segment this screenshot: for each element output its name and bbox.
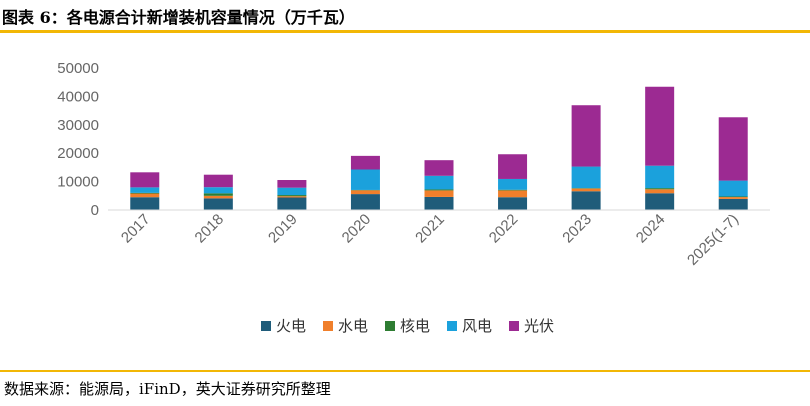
bar-segment (571, 191, 601, 210)
bar-segment (277, 180, 307, 188)
footer-rule (0, 370, 810, 372)
bar-segment (130, 193, 160, 198)
legend-swatch (447, 321, 457, 331)
legend-label: 水电 (338, 317, 368, 335)
legend-swatch (323, 321, 333, 331)
bar-segment (277, 187, 307, 196)
title-underline (0, 30, 810, 33)
legend: 火电 水电 核电 风电 光伏 (261, 317, 554, 335)
bar-segment (203, 174, 233, 188)
x-axis: 2017 2018 2019 2020 2021 2022 2023 2024 2025(1-7… (118, 211, 742, 269)
bar-segment (424, 190, 454, 197)
legend-swatch (509, 321, 519, 331)
bar-segment (571, 188, 601, 192)
y-tick-label: 0 (91, 202, 99, 219)
legend-label: 光伏 (524, 317, 554, 335)
legend-swatch (261, 321, 271, 331)
y-tick-label: 40000 (57, 88, 99, 105)
legend-swatch (385, 321, 395, 331)
bar-segment (130, 172, 160, 188)
x-tick-label: 2018 (192, 211, 228, 247)
bar-segment (718, 197, 748, 199)
x-tick-label: 2023 (559, 211, 595, 247)
source-note: 数据来源：能源局，iFinD，英大证券研究所整理 (4, 380, 331, 398)
bar-segment (498, 154, 528, 179)
bar-segment (645, 193, 675, 210)
bar-segment (203, 195, 233, 199)
bar-segment (498, 189, 528, 191)
bar-segment (350, 155, 380, 170)
y-tick-label: 30000 (57, 117, 99, 134)
bar-segment (571, 166, 601, 189)
bar-segment (130, 192, 160, 194)
bar-segment (203, 198, 233, 210)
bar-segment (350, 194, 380, 210)
bar-segment (203, 193, 233, 196)
bar-segment (571, 105, 601, 167)
y-tick-label: 50000 (57, 60, 99, 77)
legend-label: 风电 (462, 317, 492, 335)
x-tick-label: 2024 (633, 211, 669, 247)
y-tick-label: 20000 (57, 145, 99, 162)
bar-segment (645, 86, 675, 166)
bar-segment (350, 169, 380, 190)
bar-segment (277, 196, 307, 198)
bar-segment (498, 197, 528, 210)
bar-segment (130, 197, 160, 210)
bar-segment (718, 198, 748, 210)
bar-segment (277, 195, 307, 197)
x-tick-label: 2025(1-7) (684, 211, 742, 269)
bar-segment (424, 196, 454, 210)
bar-segment (718, 117, 748, 181)
legend-label: 火电 (276, 317, 306, 335)
bar-segment (645, 188, 675, 190)
bar-segment (645, 165, 675, 189)
bar-segment (130, 187, 160, 193)
bar-segment (424, 189, 454, 191)
bar-segment (718, 180, 748, 197)
y-tick-label: 10000 (57, 174, 99, 191)
bar-segment (498, 190, 528, 198)
bar-segment (350, 190, 380, 195)
chart-title: 图表 6：各电源合计新增装机容量情况（万千瓦） (2, 8, 355, 27)
x-tick-label: 2020 (339, 211, 375, 247)
legend-label: 核电 (400, 317, 430, 335)
x-tick-label: 2021 (412, 211, 448, 247)
x-tick-label: 2022 (486, 211, 522, 247)
bar-segment (277, 197, 307, 210)
bar-segment (203, 187, 233, 194)
bar-segment (718, 196, 748, 198)
bar-segment (645, 189, 675, 194)
bar-segment (424, 175, 454, 190)
bars (130, 86, 748, 210)
x-tick-label: 2019 (265, 211, 301, 247)
x-tick-label: 2017 (118, 211, 154, 247)
bar-segment (498, 178, 528, 190)
y-axis: 0 10000 20000 30000 40000 50000 (57, 60, 99, 219)
bar-segment (424, 160, 454, 176)
